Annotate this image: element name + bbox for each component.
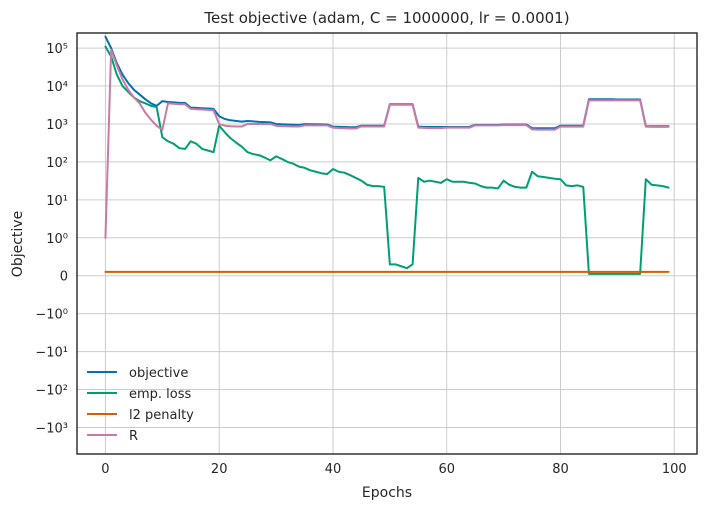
- x-axis-label: Epochs: [362, 485, 412, 501]
- y-tick-label: −10¹: [35, 346, 68, 361]
- x-tick-label: 40: [325, 462, 342, 477]
- chart-title: Test objective (adam, C = 1000000, lr = …: [203, 9, 569, 27]
- legend: objective emp. loss l2 penalty R: [87, 366, 194, 444]
- grid: [77, 33, 697, 454]
- y-tick-label: 10³: [46, 118, 68, 133]
- x-tick-label: 20: [211, 462, 228, 477]
- y-tick-label: −10⁰: [35, 308, 68, 323]
- legend-label: objective: [129, 366, 188, 381]
- y-tick-label: 10²: [46, 156, 68, 171]
- x-tick-labels: 0 20 40 60 80 100: [101, 462, 686, 477]
- y-tick-label: 10⁰: [46, 232, 68, 247]
- legend-label: R: [129, 429, 138, 444]
- y-tick-label: 10⁴: [46, 80, 68, 95]
- y-tick-label: 10¹: [46, 194, 68, 209]
- x-tick-label: 0: [101, 462, 109, 477]
- y-tick-label: −10³: [35, 421, 68, 436]
- y-tick-label: −10²: [35, 384, 68, 399]
- legend-label: l2 penalty: [129, 408, 194, 423]
- y-tick-labels: 10⁵ 10⁴ 10³ 10² 10¹ 10⁰ 0 −10⁰ −10¹ −10² −10³: [35, 42, 68, 436]
- series-lines: [104, 35, 670, 275]
- x-tick-label: 100: [662, 462, 687, 477]
- plot-frame: [76, 32, 698, 455]
- y-axis-label: Objective: [10, 211, 26, 277]
- x-tick-label: 60: [438, 462, 455, 477]
- y-tick-label: 0: [60, 270, 68, 285]
- legend-label: emp. loss: [129, 387, 192, 402]
- series-line-emp-loss: [104, 45, 670, 275]
- x-tick-label: 80: [552, 462, 569, 477]
- series-line-r: [104, 48, 670, 239]
- y-tick-label: 10⁵: [46, 42, 68, 57]
